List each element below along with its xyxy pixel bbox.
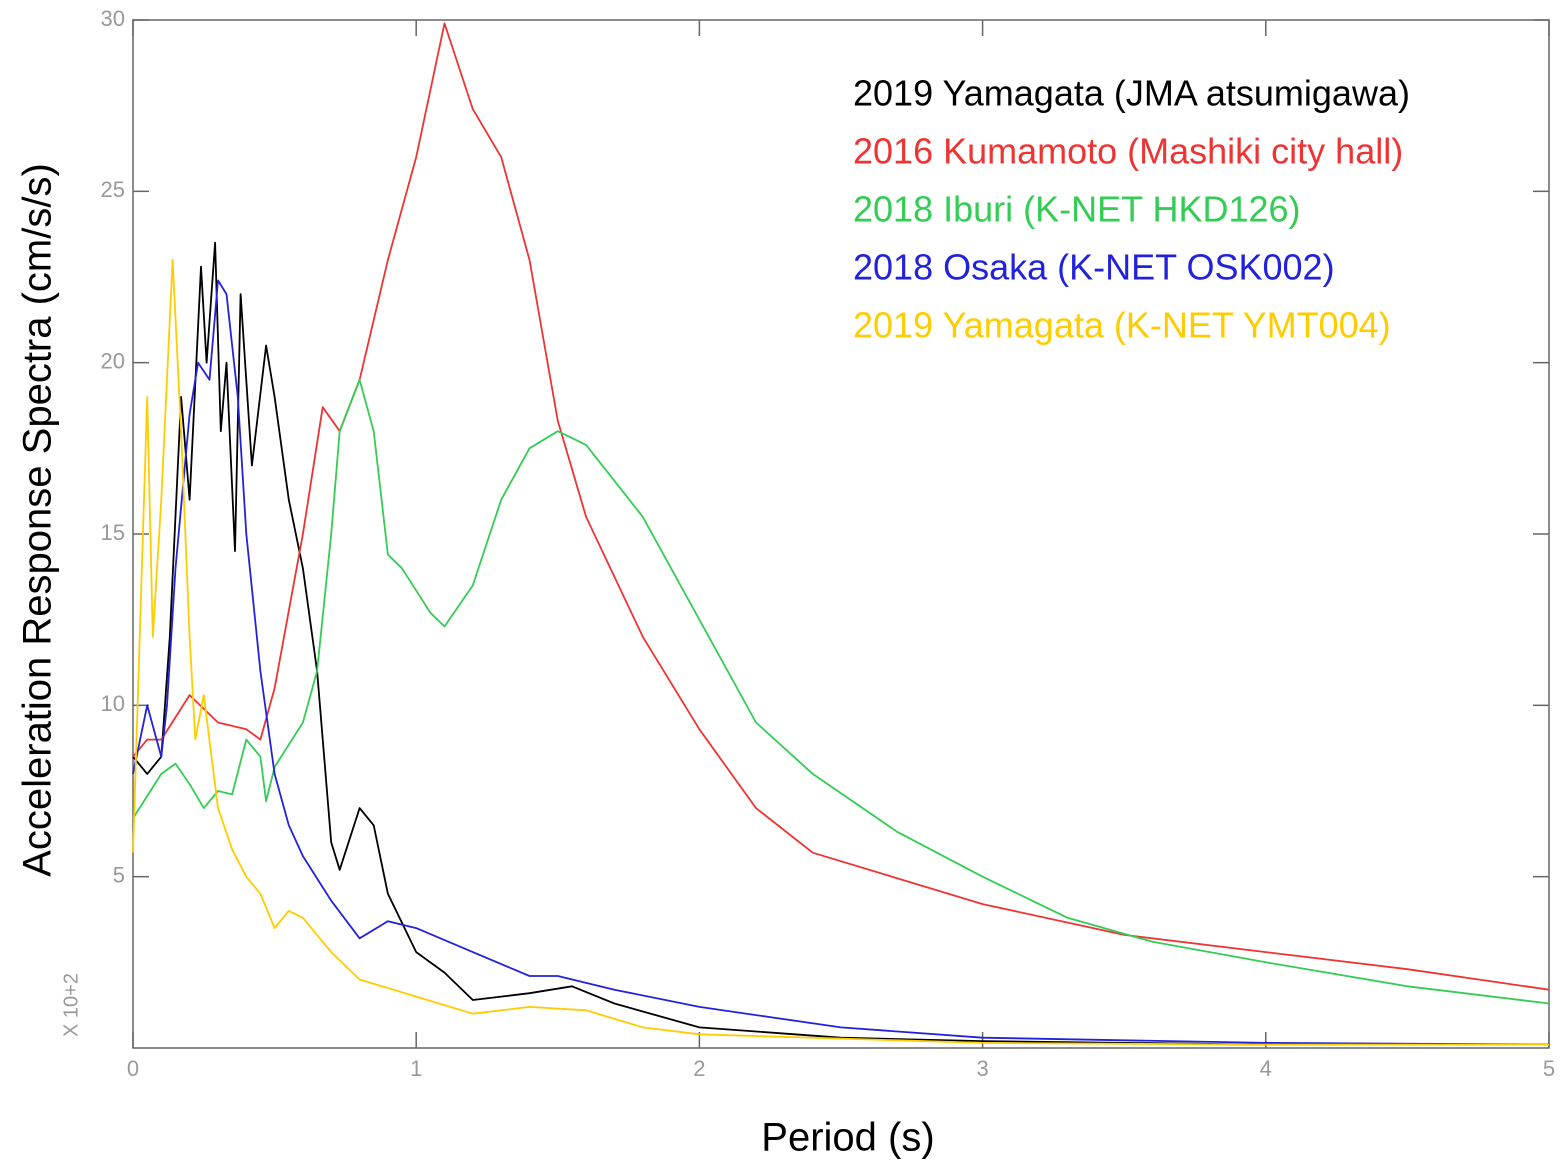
legend-entry: 2016 Kumamoto (Mashiki city hall) xyxy=(853,131,1403,172)
legend-entry: 2019 Yamagata (JMA atsumigawa) xyxy=(853,73,1410,114)
series-line xyxy=(132,22,1550,991)
y-tick-label: 25 xyxy=(101,177,125,202)
legend-entry: 2019 Yamagata (K-NET YMT004) xyxy=(853,305,1391,346)
x-tick-label: 2 xyxy=(693,1056,705,1081)
legend-entry: 2018 Osaka (K-NET OSK002) xyxy=(853,247,1335,288)
plot-frame xyxy=(132,19,1550,1049)
x-tick-label: 0 xyxy=(127,1056,139,1081)
y-tick-label: 20 xyxy=(101,348,125,373)
scale-annotation: X 10+2 xyxy=(60,973,82,1037)
x-tick-label: 3 xyxy=(976,1056,988,1081)
y-tick-label: 10 xyxy=(101,691,125,716)
y-tick-label: 30 xyxy=(101,6,125,31)
x-axis-label: Period (s) xyxy=(761,1116,934,1160)
y-tick-label: 5 xyxy=(113,862,125,887)
x-tick-label: 1 xyxy=(410,1056,422,1081)
y-tick-label: 15 xyxy=(101,520,125,545)
x-tick-label: 5 xyxy=(1543,1056,1555,1081)
x-tick-label: 4 xyxy=(1260,1056,1272,1081)
series-line xyxy=(132,259,1549,1046)
series-line xyxy=(132,241,1549,1046)
series-line xyxy=(132,279,1550,1046)
legend-entry: 2018 Iburi (K-NET HKD126) xyxy=(853,189,1301,230)
y-axis-label: Acceleration Response Spectra (cm/s/s) xyxy=(16,163,60,877)
series-line xyxy=(132,378,1550,1005)
